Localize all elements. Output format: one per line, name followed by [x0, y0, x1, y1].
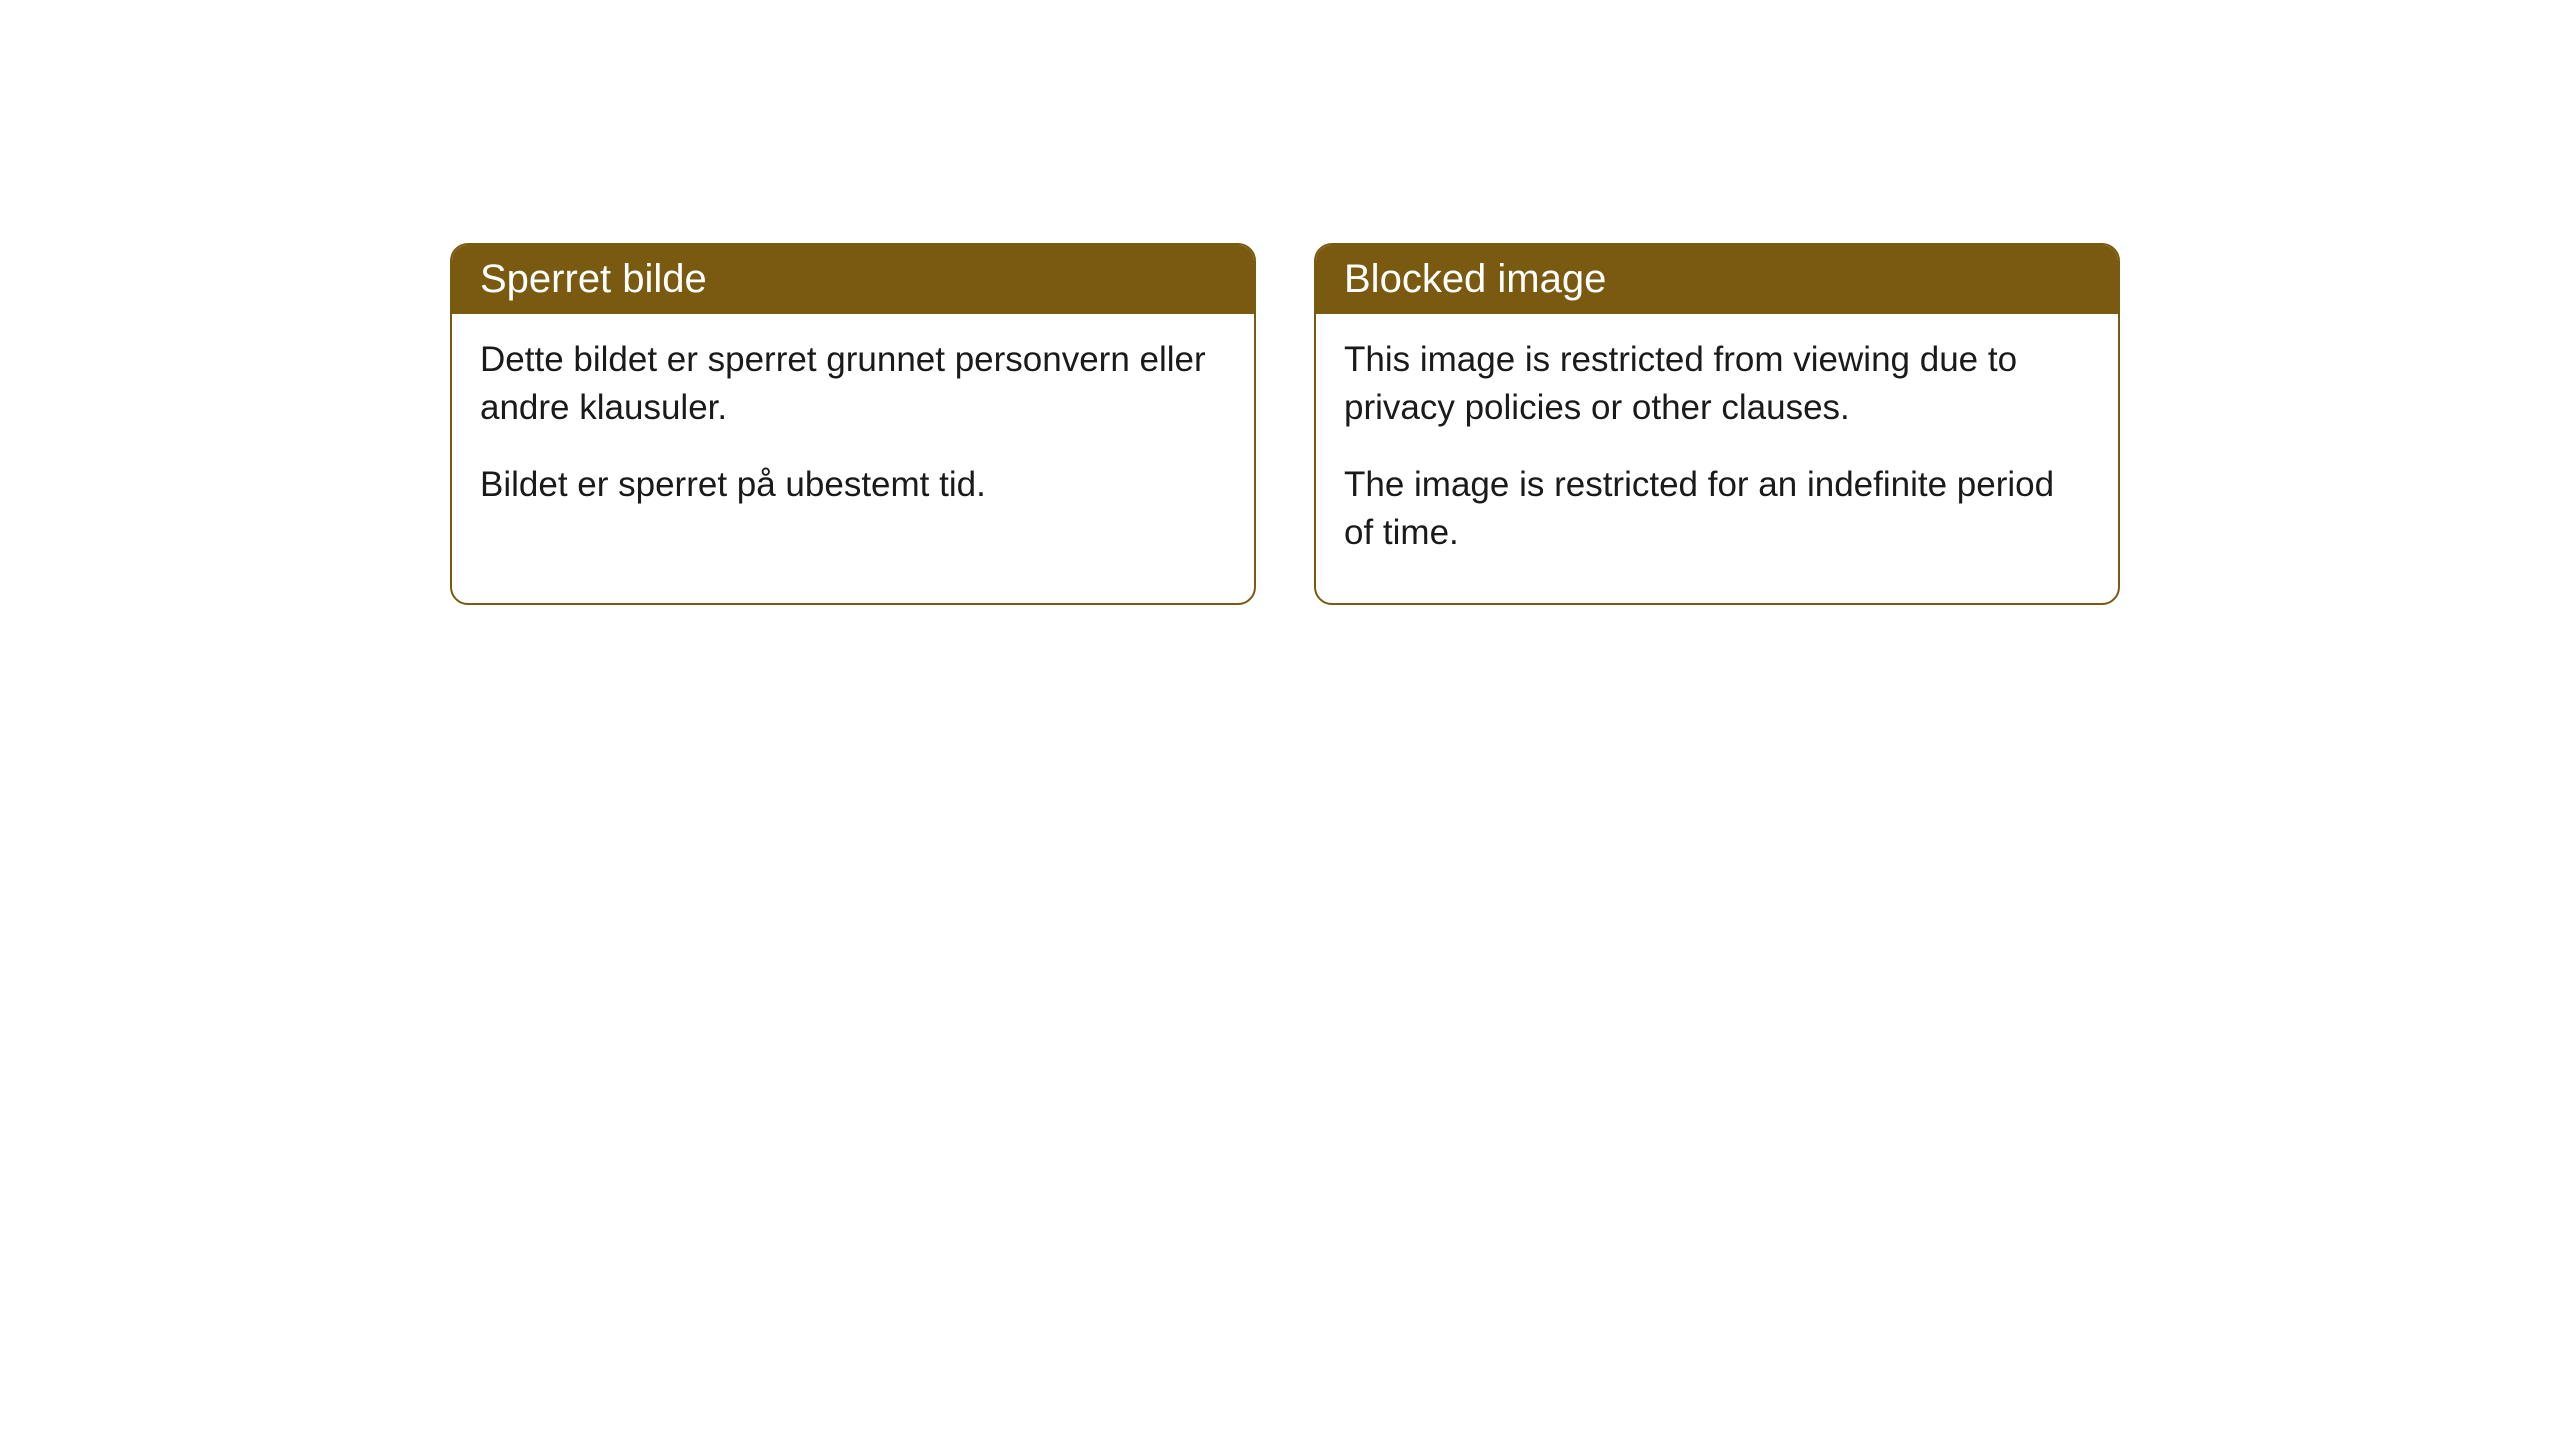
notice-card-english: Blocked image This image is restricted f…: [1314, 243, 2120, 605]
card-body-norwegian: Dette bildet er sperret grunnet personve…: [452, 314, 1254, 555]
notice-cards-container: Sperret bilde Dette bildet er sperret gr…: [450, 243, 2120, 605]
card-header-norwegian: Sperret bilde: [452, 245, 1254, 314]
notice-card-norwegian: Sperret bilde Dette bildet er sperret gr…: [450, 243, 1256, 605]
card-paragraph-1-english: This image is restricted from viewing du…: [1344, 336, 2090, 433]
card-body-english: This image is restricted from viewing du…: [1316, 314, 2118, 603]
card-paragraph-1-norwegian: Dette bildet er sperret grunnet personve…: [480, 336, 1226, 433]
card-title-norwegian: Sperret bilde: [480, 257, 707, 301]
card-title-english: Blocked image: [1344, 257, 1606, 301]
card-header-english: Blocked image: [1316, 245, 2118, 314]
card-paragraph-2-english: The image is restricted for an indefinit…: [1344, 461, 2090, 558]
card-paragraph-2-norwegian: Bildet er sperret på ubestemt tid.: [480, 461, 1226, 509]
